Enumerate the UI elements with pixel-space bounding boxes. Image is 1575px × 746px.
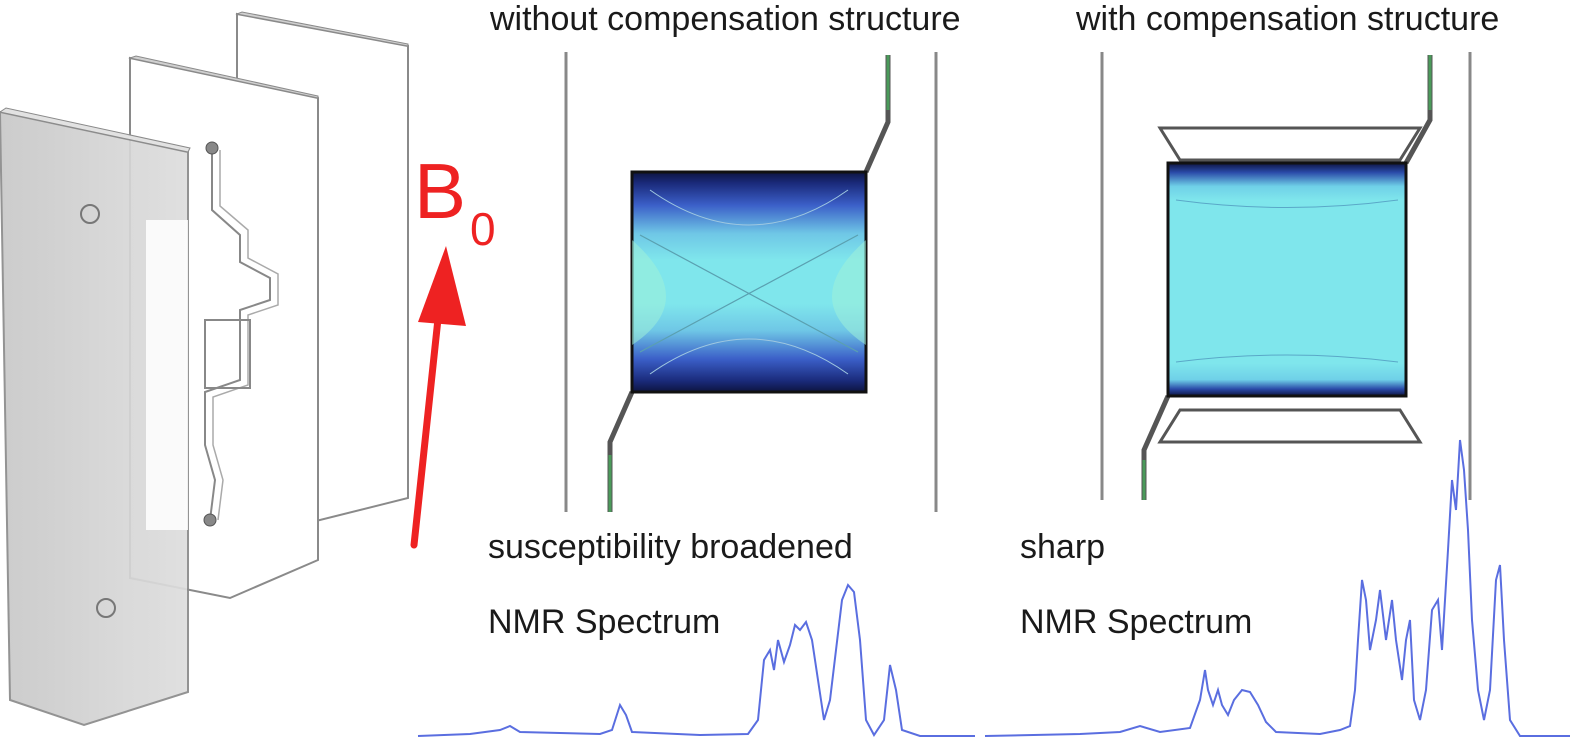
spectrum-label-left: NMR Spectrum xyxy=(488,603,720,641)
panel-with-compensation: with compensation structure sharp NMR Sp… xyxy=(1020,0,1499,641)
panel-without-compensation: without compensation structure susceptib… xyxy=(488,0,961,641)
chip-assembly-illustration xyxy=(0,11,409,727)
result-label-left: susceptibility broadened xyxy=(488,528,853,566)
compensation-structure-top xyxy=(1157,126,1423,162)
b0-subscript: 0 xyxy=(470,203,496,255)
front-glass-plate xyxy=(0,107,191,727)
inlet-port-icon xyxy=(80,204,100,224)
panel-title-right: with compensation structure xyxy=(1075,0,1499,38)
spectrum-label-right: NMR Spectrum xyxy=(1020,603,1252,641)
sample-chamber xyxy=(204,319,251,389)
field-map-compensated xyxy=(1166,161,1408,398)
field-map-uncompensated xyxy=(630,170,868,394)
panel-title-left: without compensation structure xyxy=(489,0,961,38)
nmr-spectrum-broadened xyxy=(417,583,975,737)
nmr-spectra xyxy=(417,439,1570,737)
nmr-spectrum-sharp xyxy=(984,439,1570,737)
b0-field-arrow: B 0 xyxy=(410,147,496,549)
b0-label: B xyxy=(414,147,466,235)
outlet-port-icon xyxy=(96,598,116,618)
compensation-structure-bottom xyxy=(1157,408,1423,444)
result-label-right: sharp xyxy=(1020,528,1105,566)
